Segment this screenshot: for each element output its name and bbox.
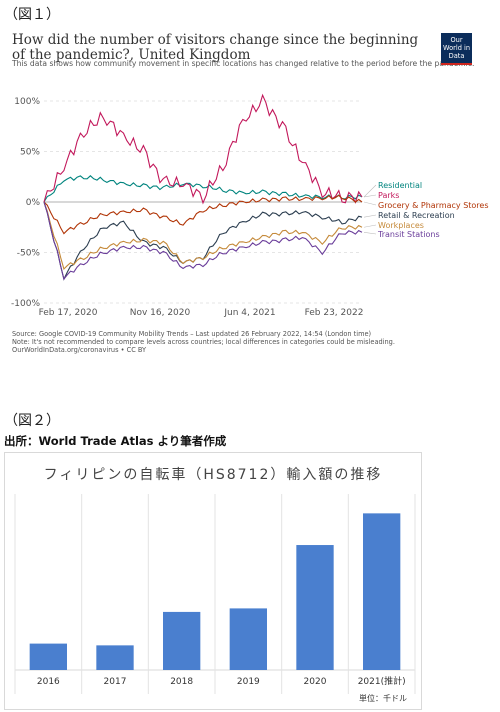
series-lines xyxy=(43,93,363,281)
y-tick-label: -50% xyxy=(17,249,41,259)
category-labels: 2016 2017 2018 2019 2020 2021(推計) xyxy=(37,675,406,687)
category-label: 2016 xyxy=(37,677,60,687)
legend-label[interactable]: Grocery & Pharmacy Stores xyxy=(378,201,489,210)
chart-title: How did the number of visitors change si… xyxy=(12,32,419,63)
chart-subtitle: This data shows how community movement i… xyxy=(12,59,475,68)
category-label: 2020 xyxy=(304,677,327,687)
y-tick-label: 100% xyxy=(14,97,40,107)
legend-label[interactable]: Workplaces xyxy=(378,221,424,230)
x-tick-label: Feb 23, 2022 xyxy=(305,308,364,318)
series-line[interactable] xyxy=(43,93,363,205)
x-axis: Feb 17, 2020 Nov 16, 2020 Jun 4, 2021 Feb 2… xyxy=(39,308,364,318)
bar[interactable] xyxy=(96,645,134,670)
source-line-3[interactable]: OurWorldInData.org/coronavirus • CC BY xyxy=(12,346,147,354)
legend-label[interactable]: Residential xyxy=(378,181,422,190)
category-dividers xyxy=(14,494,416,694)
source-line-1: Source: Google COVID-19 Community Mobili… xyxy=(12,330,372,338)
series-line[interactable] xyxy=(43,201,363,281)
figure2-source: 出所：World Trade Atlas より筆者作成 xyxy=(4,434,227,448)
y-tick-label: 0% xyxy=(26,198,41,208)
series-line[interactable] xyxy=(43,201,363,271)
bar[interactable] xyxy=(296,545,334,670)
bar[interactable] xyxy=(163,611,201,670)
category-label: 2018 xyxy=(170,677,193,687)
bar-chart-title: フィリピンの自転車（HS8712）輸入額の推移 xyxy=(43,467,383,483)
series-line[interactable] xyxy=(43,194,363,235)
legend-connector xyxy=(363,214,377,218)
x-tick-label: Nov 16, 2020 xyxy=(130,308,191,318)
category-label: 2019 xyxy=(237,677,260,687)
source-line-2: Note: It's not recommended to compare le… xyxy=(12,338,395,346)
x-tick-label: Feb 17, 2020 xyxy=(39,308,98,318)
legend-connector xyxy=(363,224,377,228)
bar-chart-frame xyxy=(4,452,422,710)
legend-connector xyxy=(363,194,377,198)
bar-chart: 2016 2017 2018 2019 2020 2021(推計) xyxy=(14,494,416,694)
legend-connector xyxy=(363,201,377,206)
legend-connector xyxy=(363,184,377,198)
y-tick-label: -100% xyxy=(11,299,40,309)
bar[interactable] xyxy=(229,608,267,670)
y-tick-label: 50% xyxy=(20,148,40,158)
legend-label[interactable]: Transit Stations xyxy=(377,230,440,239)
legend-label[interactable]: Parks xyxy=(378,191,399,200)
unit-label: 単位：千ドル xyxy=(359,694,407,703)
legend-connector xyxy=(363,232,377,235)
x-tick-label: Jun 4, 2021 xyxy=(223,308,275,318)
bar[interactable] xyxy=(29,643,68,670)
line-chart: 100% 50% 0% -50% -100% Feb 17, 2020 Nov 16, 2… xyxy=(11,93,489,318)
owid-logo[interactable]: Our World in Data xyxy=(441,33,472,65)
y-axis: 100% 50% 0% -50% -100% xyxy=(11,97,40,309)
bar[interactable] xyxy=(363,513,401,670)
figure1-label: （図１） xyxy=(4,7,60,23)
legend-label[interactable]: Retail & Recreation xyxy=(378,211,455,220)
figure2-label: （図２） xyxy=(4,413,60,429)
category-label: 2017 xyxy=(104,677,127,687)
category-label: 2021(推計) xyxy=(358,675,406,687)
series-line[interactable] xyxy=(43,201,363,281)
bars xyxy=(29,513,401,670)
series-line[interactable] xyxy=(43,175,363,203)
